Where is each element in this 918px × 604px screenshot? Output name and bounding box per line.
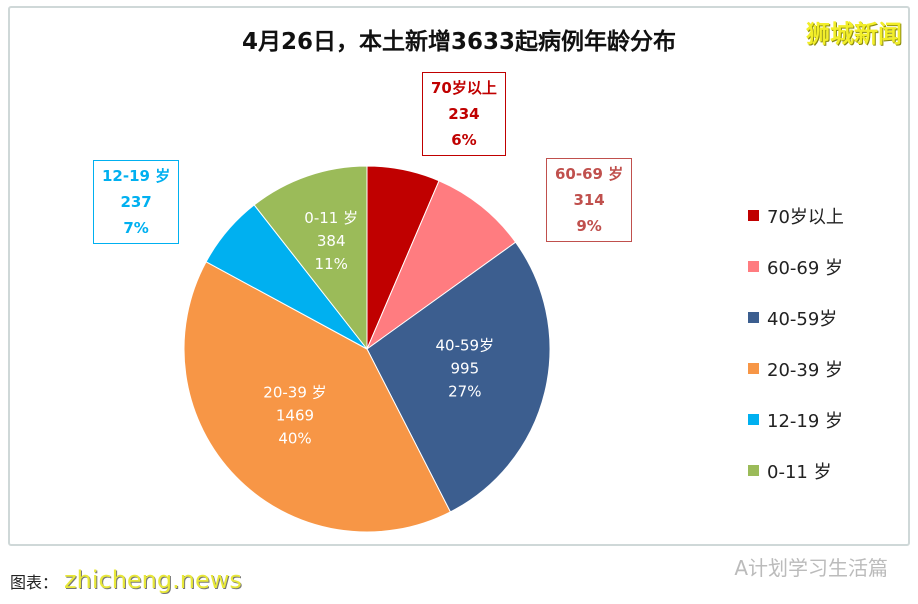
wechat-label: A计划学习生活篇 <box>734 556 888 580</box>
legend-swatch <box>748 210 759 221</box>
legend-swatch <box>748 261 759 272</box>
legend-item: 60-69 岁 <box>748 241 844 292</box>
data-label-text: 60-69 岁 <box>555 165 624 183</box>
data-label: 27% <box>448 383 481 401</box>
legend-item: 0-11 岁 <box>748 445 844 496</box>
data-label-text: 7% <box>123 219 149 237</box>
pie-slice <box>183 261 452 533</box>
legend: 70岁以上 60-69 岁 40-59岁 20-39 岁 12-19 岁 0-11 岁 <box>748 190 844 496</box>
data-label: 0-11 岁 <box>304 209 358 227</box>
legend-label: 70岁以上 <box>767 206 844 228</box>
legend-item: 70岁以上 <box>748 190 844 241</box>
data-label-text: 70岁以上 <box>431 79 497 97</box>
data-label: 40-59岁 <box>436 337 495 355</box>
data-label: 384 <box>317 232 346 250</box>
data-label-text: 314 <box>573 191 605 209</box>
legend-swatch <box>748 363 759 374</box>
legend-swatch <box>748 465 759 476</box>
legend-item: 12-19 岁 <box>748 394 844 445</box>
data-label-text: 237 <box>120 193 152 211</box>
data-label: 11% <box>315 255 348 273</box>
data-label: 20-39 岁 <box>263 383 326 401</box>
chart-frame <box>8 6 910 546</box>
pie-slice <box>366 241 551 513</box>
legend-swatch <box>748 414 759 425</box>
data-label-text: 234 <box>448 105 480 123</box>
logo: 狮城新闻 <box>806 20 902 48</box>
legend-swatch <box>748 312 759 323</box>
pie-slice <box>365 180 517 351</box>
footer-left: 图表： zhicheng.news <box>10 566 242 594</box>
legend-label: 12-19 岁 <box>767 410 844 432</box>
legend-item: 40-59岁 <box>748 292 844 343</box>
data-label-text: 12-19 岁 <box>102 167 171 185</box>
legend-label: 0-11 岁 <box>767 461 832 483</box>
data-label: 70岁以上 234 6% <box>422 72 506 156</box>
data-label: 12-19 岁 237 7% <box>93 160 180 244</box>
data-label: 1469 <box>276 406 314 424</box>
legend-item: 20-39 岁 <box>748 343 844 394</box>
data-label: 40% <box>278 429 311 447</box>
data-label-text: 9% <box>576 217 602 235</box>
legend-label: 60-69 岁 <box>767 257 844 279</box>
data-label: 60-69 岁 314 9% <box>546 158 633 242</box>
legend-label: 20-39 岁 <box>767 359 844 381</box>
chart-title: 4月26日，本土新增3633起病例年龄分布 <box>241 29 677 55</box>
pie-slice <box>253 165 368 351</box>
data-label-text: 6% <box>451 131 477 149</box>
legend-label: 40-59岁 <box>767 308 838 330</box>
data-label: 995 <box>451 360 480 378</box>
watermark: zhicheng.news <box>64 566 242 594</box>
source-label: 图表： <box>10 573 59 592</box>
